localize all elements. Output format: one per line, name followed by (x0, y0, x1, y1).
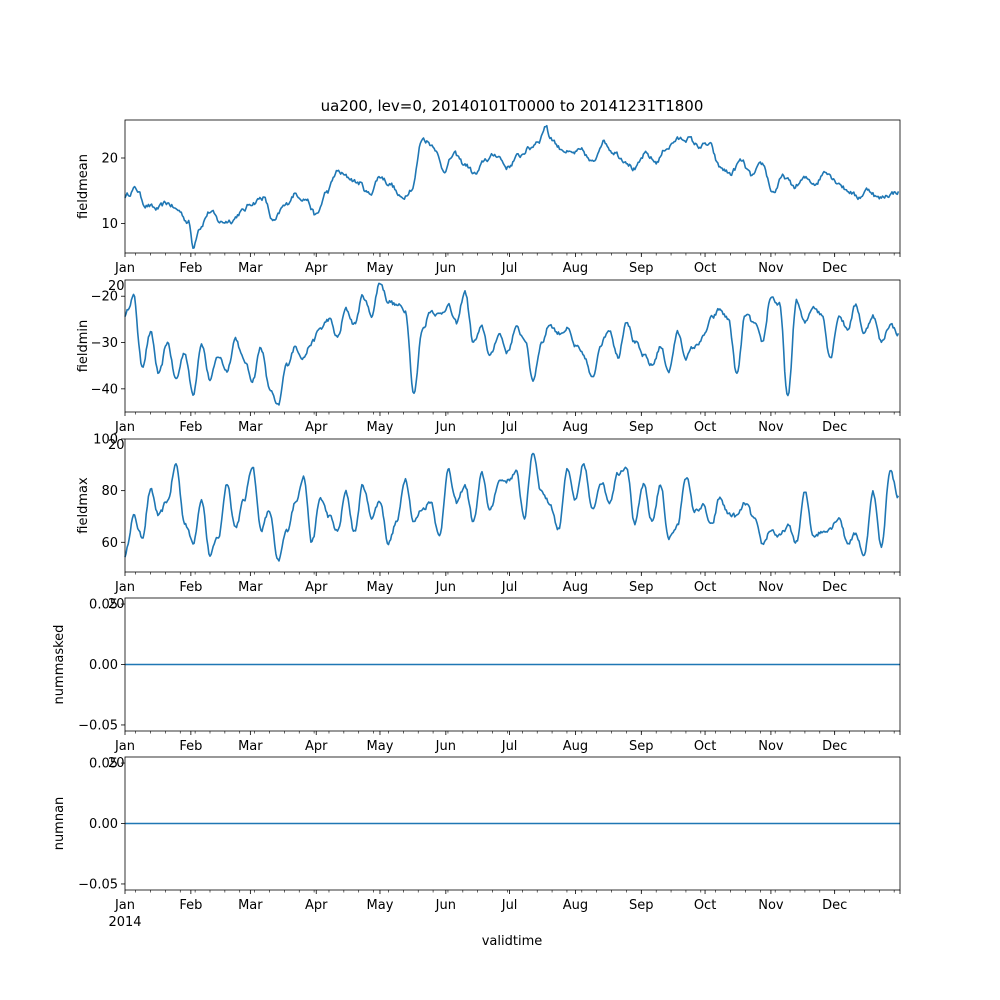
x-tick-label: Sep (629, 261, 654, 276)
y-tick-label: 0.00 (89, 817, 118, 832)
x-tick-label: Mar (238, 420, 263, 435)
x-tick-label: Aug (563, 261, 588, 276)
x-tick-label: Dec (822, 898, 847, 913)
y-tick-label: 0.05 (89, 598, 118, 613)
y-axis-label: fieldmean (76, 154, 91, 219)
offset-label: 20 (108, 756, 125, 771)
y-tick-label: −30 (91, 336, 118, 351)
x-tick-label: Oct (694, 739, 716, 754)
panel-numnan: 20 −0.05 0.00 0.05 numnan Jan Feb Mar Apr May Jun J… (52, 756, 901, 913)
x-tick-label: Dec (822, 261, 847, 276)
y-axis-label: numnan (52, 797, 67, 851)
x-tick-label: Jan (114, 898, 135, 913)
x-tick-label: Mar (238, 580, 263, 595)
chart-title: ua200, lev=0, 20140101T0000 to 20141231T… (321, 97, 704, 115)
y-tick-label: −0.05 (78, 877, 118, 892)
y-tick-label: 100 (93, 433, 118, 448)
x-tick-label: Sep (629, 580, 654, 595)
series-line-fieldmean (124, 124, 900, 249)
x-tick-label: Sep (629, 898, 654, 913)
x-tick-label: Dec (822, 420, 847, 435)
x-tick-label: Jul (501, 580, 518, 595)
x-tick-label: Feb (179, 739, 202, 754)
x-tick-label: Feb (179, 580, 202, 595)
x-tick-label: Oct (694, 898, 716, 913)
x-tick-label: Aug (563, 580, 588, 595)
x-tick-label: Sep (629, 420, 654, 435)
offset-label: 20 (108, 597, 125, 612)
y-tick-label: −40 (91, 382, 118, 397)
x-tick-label: Oct (694, 420, 716, 435)
x-tick-label: Jan (114, 739, 135, 754)
x-tick-label: Jun (435, 898, 456, 913)
x-tick-label: Aug (563, 739, 588, 754)
x-tick-label: Apr (305, 580, 328, 595)
x-tick-label: Jun (435, 261, 456, 276)
offset-label: 20 (108, 438, 125, 453)
axes-frame (124, 438, 901, 573)
y-tick-label: 20 (101, 152, 118, 167)
x-tick-label: Nov (758, 420, 784, 435)
x-tick-label: Apr (305, 261, 328, 276)
x-tick-label: Oct (694, 261, 716, 276)
panel-fieldmax: 20 60 80 100 fieldmax Jan Feb Mar Apr May Jun Jul Au… (76, 433, 901, 595)
x-tick-label: May (367, 580, 394, 595)
x-tick-label: Jan (114, 420, 135, 435)
offset-label: 20 (108, 279, 125, 294)
x-tick-label: Jan (114, 261, 135, 276)
y-tick-label: −0.05 (78, 718, 118, 733)
x-tick-label: Jun (435, 580, 456, 595)
y-axis-label: fieldmin (76, 320, 91, 373)
x-tick-label: Mar (238, 898, 263, 913)
year-label: 2014 (108, 915, 141, 930)
x-tick-label: Nov (758, 580, 784, 595)
x-tick-label: Oct (694, 580, 716, 595)
x-tick-label: Jul (501, 261, 518, 276)
x-tick-label: May (367, 739, 394, 754)
x-tick-label: Apr (305, 420, 328, 435)
x-tick-label: May (367, 261, 394, 276)
x-tick-label: Feb (179, 898, 202, 913)
axes-frame (124, 119, 901, 254)
panel-fieldmean: 10 20 fieldmean Jan Feb Mar Apr May Jun Jul Aug Sep… (76, 119, 901, 276)
series-line-fieldmax (124, 452, 900, 562)
x-tick-label: Aug (563, 420, 588, 435)
x-tick-label: Jul (501, 898, 518, 913)
y-axis-label: nummasked (52, 625, 67, 705)
x-tick-label: Mar (238, 261, 263, 276)
x-tick-label: Nov (758, 739, 784, 754)
x-tick-label: Jun (435, 739, 456, 754)
panel-nummasked: 20 −0.05 0.00 0.05 nummasked Jan Feb Mar Apr May J… (52, 597, 901, 754)
x-tick-label: Feb (179, 261, 202, 276)
x-tick-label: Nov (758, 898, 784, 913)
x-tick-label: Feb (179, 420, 202, 435)
x-tick-label: Apr (305, 739, 328, 754)
axes-frame (124, 279, 901, 413)
x-tick-label: Jan (114, 580, 135, 595)
y-tick-label: 10 (101, 217, 118, 232)
y-tick-label: 0.05 (89, 757, 118, 772)
x-tick-label: Apr (305, 898, 328, 913)
x-tick-label: Mar (238, 739, 263, 754)
x-tick-label: Dec (822, 739, 847, 754)
x-tick-label: Jul (501, 739, 518, 754)
y-tick-label: −20 (91, 290, 118, 305)
x-tick-label: Nov (758, 261, 784, 276)
x-axis-label: validtime (482, 934, 543, 949)
x-tick-label: May (367, 898, 394, 913)
x-tick-label: Sep (629, 739, 654, 754)
x-tick-label: Dec (822, 580, 847, 595)
x-tick-label: Jul (501, 420, 518, 435)
x-tick-label: Jun (435, 420, 456, 435)
panels: 10 20 fieldmean Jan Feb Mar Apr May Jun Jul Aug Sep… (52, 119, 901, 913)
x-tick-label: Aug (563, 898, 588, 913)
y-tick-label: 80 (101, 484, 118, 499)
y-axis-label: fieldmax (76, 477, 91, 534)
x-tick-label: May (367, 420, 394, 435)
series-line-fieldmin (124, 282, 900, 406)
y-tick-label: 60 (101, 536, 118, 551)
y-tick-label: 0.00 (89, 658, 118, 673)
